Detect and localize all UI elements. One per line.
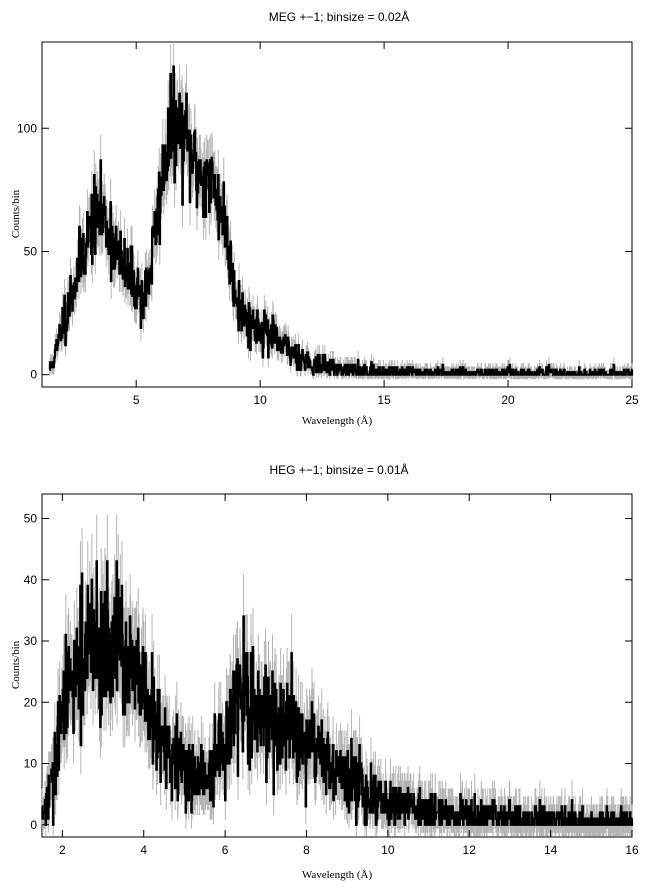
meg-panel: MEG +−1; binsize = 0.02Å 5 10 15 20 25 0 50 100… (10, 9, 639, 427)
meg-ticks: 5 10 15 20 25 0 50 100 (17, 42, 639, 407)
y-tick-label: 0 (30, 818, 37, 832)
heg-plot-frame (41, 493, 633, 838)
x-tick-label: 14 (544, 843, 558, 857)
x-tick-label: 10 (253, 393, 267, 407)
meg-plot-frame (41, 41, 633, 388)
meg-y-axis-label: Counts/bin (10, 189, 22, 238)
meg-title: MEG +−1; binsize = 0.02Å (269, 9, 409, 24)
x-tick-label: 6 (222, 843, 229, 857)
x-tick-label: 2 (59, 843, 66, 857)
y-tick-label: 30 (24, 634, 38, 648)
x-tick-label: 15 (377, 393, 391, 407)
y-tick-label: 10 (24, 757, 38, 771)
x-tick-label: 4 (140, 843, 147, 857)
x-tick-label: 8 (303, 843, 310, 857)
y-tick-label: 20 (24, 695, 38, 709)
heg-y-axis-label: Counts/bin (10, 640, 22, 689)
x-tick-label: 5 (133, 393, 140, 407)
heg-title: HEG +−1; binsize = 0.01Å (269, 462, 408, 477)
heg-spectrum-line (41, 560, 634, 826)
meg-spectrum-line (48, 65, 634, 376)
x-tick-label: 12 (463, 843, 477, 857)
x-tick-label: 16 (625, 843, 639, 857)
heg-panel: HEG +−1; binsize = 0.01Å 2 4 6 8 10 12 14 16 0 10… (10, 462, 639, 881)
y-tick-label: 0 (30, 368, 37, 382)
x-tick-label: 20 (501, 393, 515, 407)
error-bars-path (49, 42, 633, 380)
y-tick-label: 50 (24, 244, 38, 258)
heg-x-axis-label: Wavelength (Å) (302, 869, 373, 881)
meg-error-bars (49, 42, 633, 380)
x-tick-label: 25 (625, 393, 639, 407)
meg-x-axis-label: Wavelength (Å) (302, 415, 373, 427)
y-tick-label: 100 (17, 121, 37, 135)
x-tick-label: 10 (381, 843, 395, 857)
y-tick-label: 40 (24, 573, 38, 587)
heg-ticks: 2 4 6 8 10 12 14 16 0 10 20 30 40 50 (24, 494, 639, 857)
y-tick-label: 50 (24, 512, 38, 526)
